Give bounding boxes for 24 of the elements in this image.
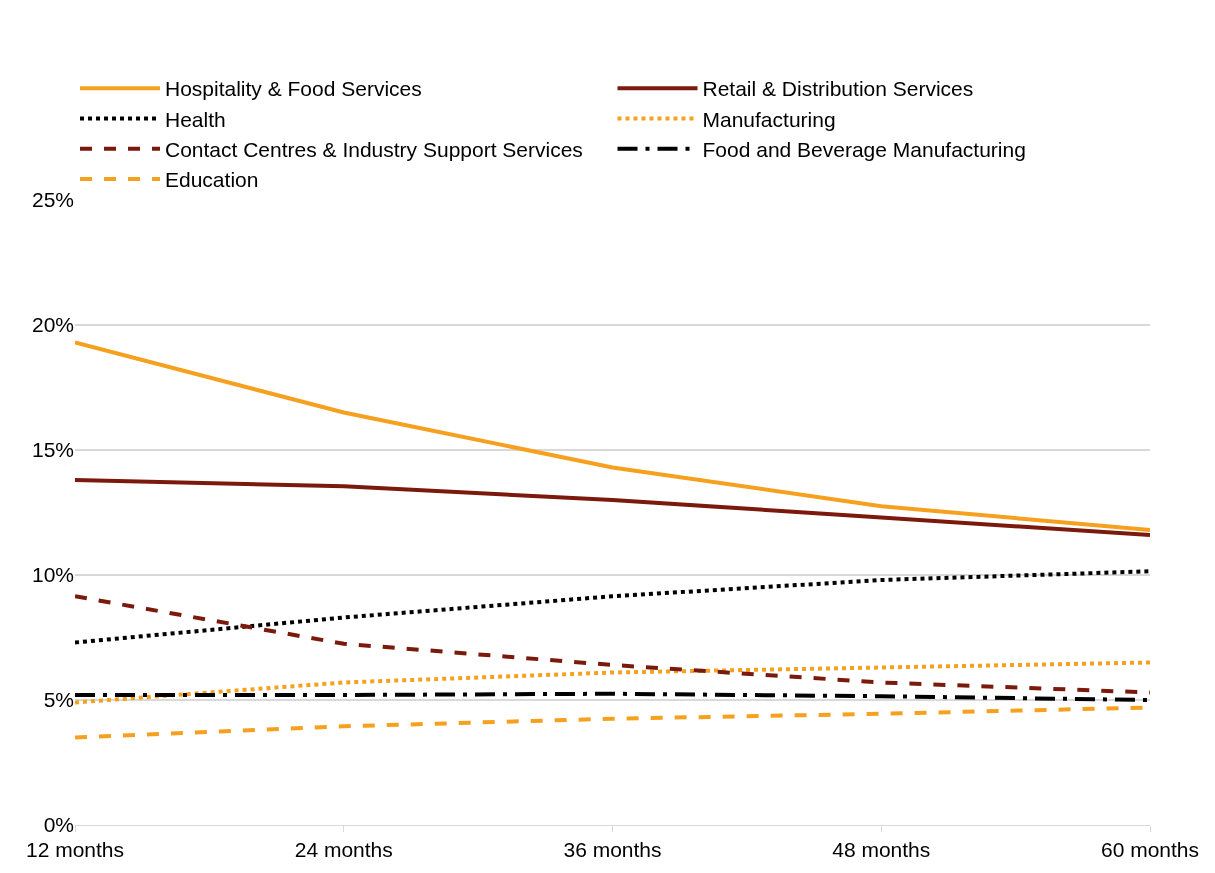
x-tick-label: 24 months	[294, 838, 393, 862]
y-tick-label: 20%	[31, 313, 74, 337]
line-series	[75, 340, 1150, 532]
legend-label: Hospitality & Food Services	[165, 77, 422, 101]
line-series	[75, 660, 1150, 705]
x-tick-label: 60 months	[1100, 838, 1200, 862]
x-tick-label: 48 months	[832, 838, 931, 862]
line-series	[75, 569, 1150, 645]
legend-label: Manufacturing	[702, 107, 836, 131]
y-tick-label: 15%	[31, 438, 74, 462]
legend-label: Retail & Distribution Services	[702, 77, 974, 101]
y-tick-label: 0%	[43, 813, 74, 837]
line-series	[75, 478, 1150, 537]
y-tick-label: 10%	[31, 563, 74, 587]
line-series	[75, 691, 1150, 702]
legend-label: Food and Beverage Manufacturing	[702, 137, 1026, 161]
y-tick-label: 5%	[43, 688, 74, 712]
line-series	[75, 594, 1150, 695]
legend-label: Contact Centres & Industry Support Services	[165, 137, 583, 161]
y-tick-label: 25%	[31, 188, 74, 212]
x-tick-label: 12 months	[25, 838, 125, 862]
x-tick-label: 36 months	[563, 838, 662, 862]
legend-label: Health	[165, 107, 226, 131]
legend-label: Education	[165, 168, 259, 192]
